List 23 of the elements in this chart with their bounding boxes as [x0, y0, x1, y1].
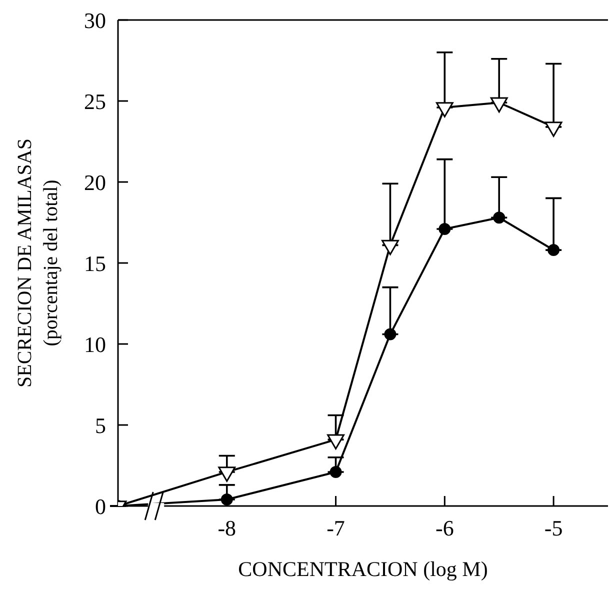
x-tick-label: -7: [326, 516, 345, 541]
y-tick-label: 0: [95, 494, 106, 519]
point: [544, 122, 562, 137]
point: [330, 466, 342, 478]
y-axis-title: SECRECION DE AMILASAS (porcentaje del total): [14, 138, 62, 388]
point: [220, 494, 233, 506]
point: [436, 102, 454, 118]
y-tick-label: 30: [84, 8, 106, 33]
point: [382, 240, 399, 256]
y-tick-label: 20: [84, 170, 106, 195]
point: [490, 97, 508, 113]
y-tick-label: 15: [84, 250, 106, 276]
point: [384, 328, 396, 340]
point: [438, 222, 451, 235]
y-tick-label: 25: [84, 88, 106, 114]
y-tick-label: 5: [95, 412, 106, 438]
x-tick-label: -5: [544, 516, 563, 541]
point: [548, 244, 560, 256]
y-tick-label: 10: [84, 332, 106, 357]
x-tick-label: -6: [436, 516, 454, 541]
point: [493, 212, 506, 224]
x-tick-label: -8: [218, 516, 236, 541]
x-axis-title: CONCENTRACION (log M): [238, 557, 488, 581]
